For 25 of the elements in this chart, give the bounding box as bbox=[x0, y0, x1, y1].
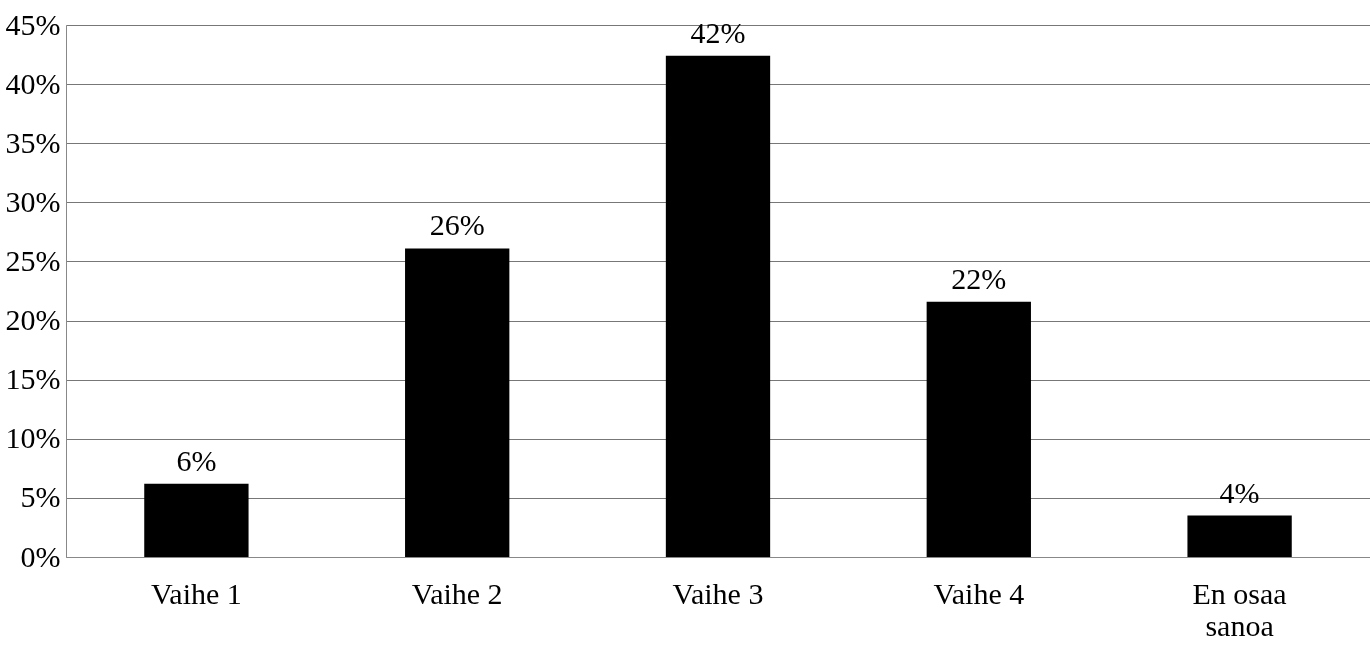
data-label: 22% bbox=[951, 261, 1007, 295]
bar bbox=[405, 248, 510, 557]
data-label: 6% bbox=[176, 443, 217, 477]
y-tick-label: 40% bbox=[5, 66, 61, 100]
y-tick-label: 5% bbox=[20, 480, 61, 514]
x-tick-label: Vaihe 4 bbox=[933, 576, 1025, 610]
y-tick-label: 15% bbox=[5, 362, 61, 396]
x-tick-label: En osaa sanoa bbox=[1192, 576, 1287, 642]
data-label: 42% bbox=[690, 15, 746, 49]
data-label: 4% bbox=[1219, 475, 1260, 509]
y-tick-label: 25% bbox=[5, 243, 61, 277]
y-tick-label: 35% bbox=[5, 125, 61, 159]
bar bbox=[926, 301, 1031, 557]
data-label: 26% bbox=[429, 208, 485, 242]
y-tick-label: 20% bbox=[5, 303, 61, 337]
y-tick-label: 10% bbox=[5, 421, 61, 455]
bar bbox=[144, 483, 249, 557]
x-tick-label: Vaihe 1 bbox=[150, 576, 242, 610]
y-tick-label: 30% bbox=[5, 184, 61, 218]
y-tick-label: 0% bbox=[20, 539, 61, 573]
y-tick-label: 45% bbox=[5, 7, 61, 41]
bar bbox=[1187, 515, 1292, 557]
x-tick-label: Vaihe 3 bbox=[672, 576, 764, 610]
bar bbox=[665, 55, 771, 557]
x-tick-label: Vaihe 2 bbox=[411, 576, 503, 610]
